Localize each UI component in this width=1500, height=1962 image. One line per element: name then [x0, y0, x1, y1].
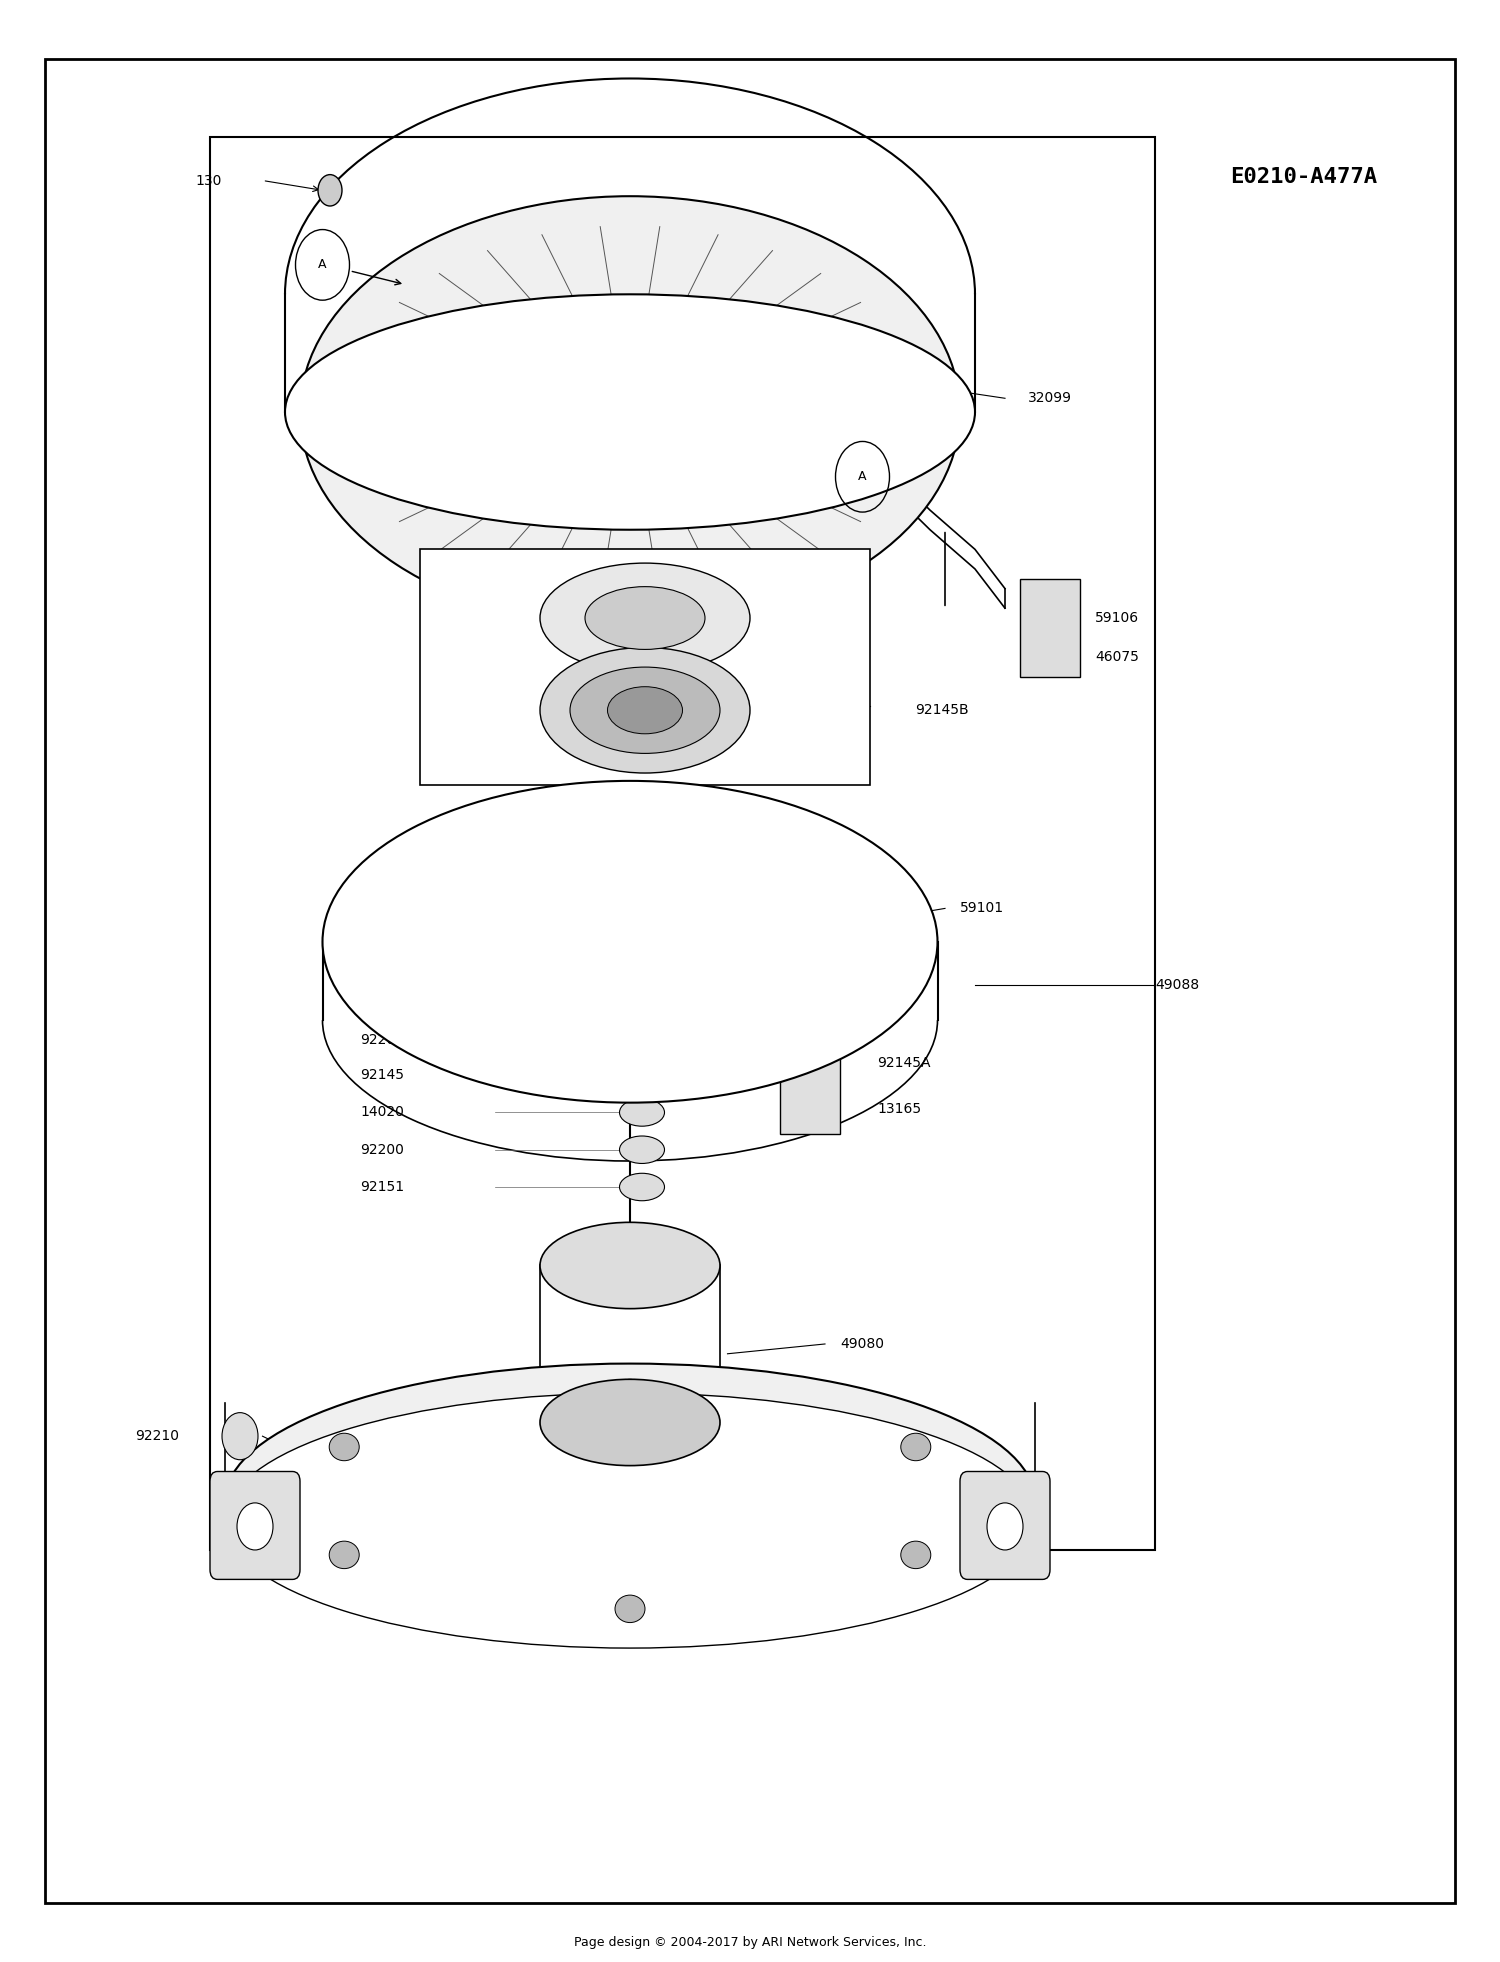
Ellipse shape: [987, 1503, 1023, 1550]
Ellipse shape: [222, 1413, 258, 1460]
Text: 59101: 59101: [960, 901, 1004, 916]
Text: 59106: 59106: [1095, 610, 1138, 626]
Ellipse shape: [225, 1364, 1035, 1638]
Ellipse shape: [902, 1432, 932, 1460]
Text: A: A: [858, 471, 867, 483]
Ellipse shape: [540, 1222, 720, 1309]
Polygon shape: [586, 799, 674, 906]
Ellipse shape: [225, 1393, 1035, 1648]
Polygon shape: [427, 822, 596, 922]
Ellipse shape: [620, 1061, 664, 1089]
Text: 14020: 14020: [360, 1105, 404, 1120]
Text: A: A: [318, 259, 327, 271]
Ellipse shape: [615, 1379, 645, 1407]
Ellipse shape: [620, 1026, 664, 1054]
Text: 92145B: 92145B: [915, 702, 969, 718]
Ellipse shape: [285, 294, 975, 530]
Text: 92200A: 92200A: [360, 1032, 414, 1048]
Text: ARI: ARI: [528, 808, 822, 957]
Ellipse shape: [318, 175, 342, 206]
Ellipse shape: [237, 1503, 273, 1550]
Bar: [1020, 579, 1080, 677]
Text: 13165: 13165: [878, 1101, 921, 1116]
Text: Page design © 2004-2017 by ARI Network Services, Inc.: Page design © 2004-2017 by ARI Network S…: [573, 1936, 926, 1948]
Text: 32099: 32099: [1028, 390, 1071, 406]
FancyBboxPatch shape: [210, 1472, 300, 1579]
Ellipse shape: [620, 1099, 664, 1126]
Ellipse shape: [600, 924, 660, 959]
Polygon shape: [688, 916, 873, 967]
Ellipse shape: [578, 377, 682, 447]
FancyBboxPatch shape: [960, 1472, 1050, 1579]
Bar: [780, 1016, 840, 1134]
Ellipse shape: [902, 1542, 932, 1570]
Text: 92145A: 92145A: [878, 1056, 932, 1071]
Ellipse shape: [322, 781, 938, 1103]
Ellipse shape: [615, 1595, 645, 1623]
Text: 130: 130: [195, 173, 222, 188]
Ellipse shape: [540, 647, 750, 773]
Ellipse shape: [540, 1379, 720, 1466]
Text: 46075: 46075: [1095, 649, 1138, 665]
Ellipse shape: [585, 587, 705, 649]
Text: 92200: 92200: [360, 1142, 404, 1158]
Polygon shape: [664, 822, 832, 922]
Text: 49080: 49080: [840, 1336, 884, 1352]
Ellipse shape: [620, 1136, 664, 1163]
Text: 92145: 92145: [360, 1067, 404, 1083]
Text: 92151: 92151: [360, 1179, 404, 1195]
Ellipse shape: [620, 1173, 664, 1201]
Ellipse shape: [328, 1542, 358, 1570]
Ellipse shape: [548, 357, 712, 467]
Ellipse shape: [570, 667, 720, 753]
Bar: [210, 137, 1155, 1550]
Ellipse shape: [300, 196, 960, 628]
Ellipse shape: [608, 687, 682, 734]
Ellipse shape: [328, 1432, 358, 1460]
Polygon shape: [664, 961, 832, 1061]
Ellipse shape: [368, 787, 892, 1097]
Text: 49088: 49088: [1155, 977, 1198, 993]
Ellipse shape: [570, 906, 690, 977]
Text: 92210: 92210: [135, 1428, 178, 1444]
Bar: [420, 549, 870, 785]
Text: E0210-A477A: E0210-A477A: [1230, 167, 1377, 186]
Polygon shape: [427, 961, 596, 1061]
Ellipse shape: [540, 563, 750, 673]
Polygon shape: [387, 916, 572, 967]
Polygon shape: [586, 977, 674, 1085]
Text: 13271: 13271: [840, 1468, 884, 1483]
